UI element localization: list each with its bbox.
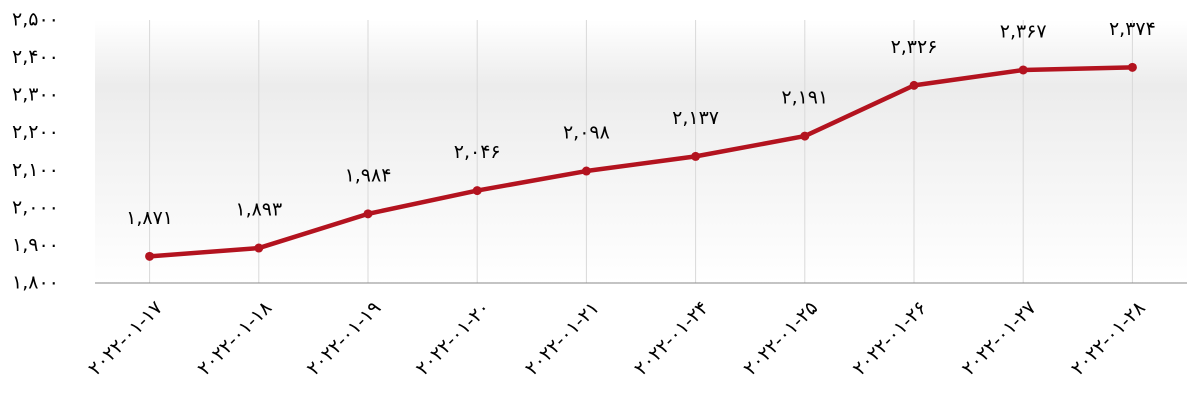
data-label: ۱,۹۸۴ bbox=[345, 164, 392, 186]
data-label: ۲,۱۹۱ bbox=[781, 87, 828, 109]
point bbox=[1018, 65, 1028, 75]
data-label: ۲,۰۹۸ bbox=[563, 122, 610, 144]
point bbox=[691, 151, 701, 161]
plot-background bbox=[95, 20, 1187, 283]
point bbox=[800, 131, 810, 141]
x-tick-label: ۲۰۲۲-۰۱-۱۷ bbox=[84, 297, 167, 380]
y-tick-label: ۱,۸۰۰ bbox=[12, 272, 59, 294]
y-tick-label: ۲,۳۰۰ bbox=[12, 84, 59, 106]
point bbox=[909, 80, 919, 90]
y-tick-label: ۲,۴۰۰ bbox=[12, 46, 59, 68]
x-tick-label: ۲۰۲۲-۰۱-۱۹ bbox=[302, 297, 385, 380]
y-tick-label: ۲,۲۰۰ bbox=[12, 121, 59, 143]
x-tick-label: ۲۰۲۲-۰۱-۲۵ bbox=[739, 297, 822, 380]
point bbox=[145, 251, 155, 261]
data-label: ۲,۳۲۶ bbox=[891, 36, 938, 58]
y-tick-label: ۲,۰۰۰ bbox=[12, 196, 59, 218]
point bbox=[363, 209, 373, 219]
data-label: ۲,۳۶۷ bbox=[1000, 20, 1047, 42]
data-label: ۲,۳۷۴ bbox=[1109, 18, 1156, 40]
data-label: ۲,۱۳۷ bbox=[672, 107, 719, 129]
x-tick-label: ۲۰۲۲-۰۱-۲۶ bbox=[848, 297, 931, 380]
data-label: ۱,۸۹۳ bbox=[235, 199, 282, 221]
x-tick-label: ۲۰۲۲-۰۱-۲۷ bbox=[958, 297, 1041, 380]
y-tick-label: ۲,۵۰۰ bbox=[12, 9, 59, 31]
x-tick-label: ۲۰۲۲-۰۱-۲۴ bbox=[630, 297, 713, 380]
point bbox=[1127, 62, 1137, 72]
x-tick-label: ۲۰۲۲-۰۱-۲۸ bbox=[1067, 297, 1150, 380]
point bbox=[581, 166, 591, 176]
x-tick-label: ۲۰۲۲-۰۱-۲۰ bbox=[412, 297, 495, 380]
point bbox=[472, 186, 482, 196]
x-tick-label: ۲۰۲۲-۰۱-۲۱ bbox=[521, 297, 604, 380]
point bbox=[254, 243, 264, 253]
y-tick-label: ۲,۱۰۰ bbox=[12, 159, 59, 181]
data-label: ۱,۸۷۱ bbox=[126, 207, 173, 229]
line bbox=[149, 65, 1133, 259]
data-label: ۲,۰۴۶ bbox=[454, 141, 501, 163]
y-tick-label: ۱,۹۰۰ bbox=[12, 234, 59, 256]
x-tick-label: ۲۰۲۲-۰۱-۱۸ bbox=[193, 297, 276, 380]
